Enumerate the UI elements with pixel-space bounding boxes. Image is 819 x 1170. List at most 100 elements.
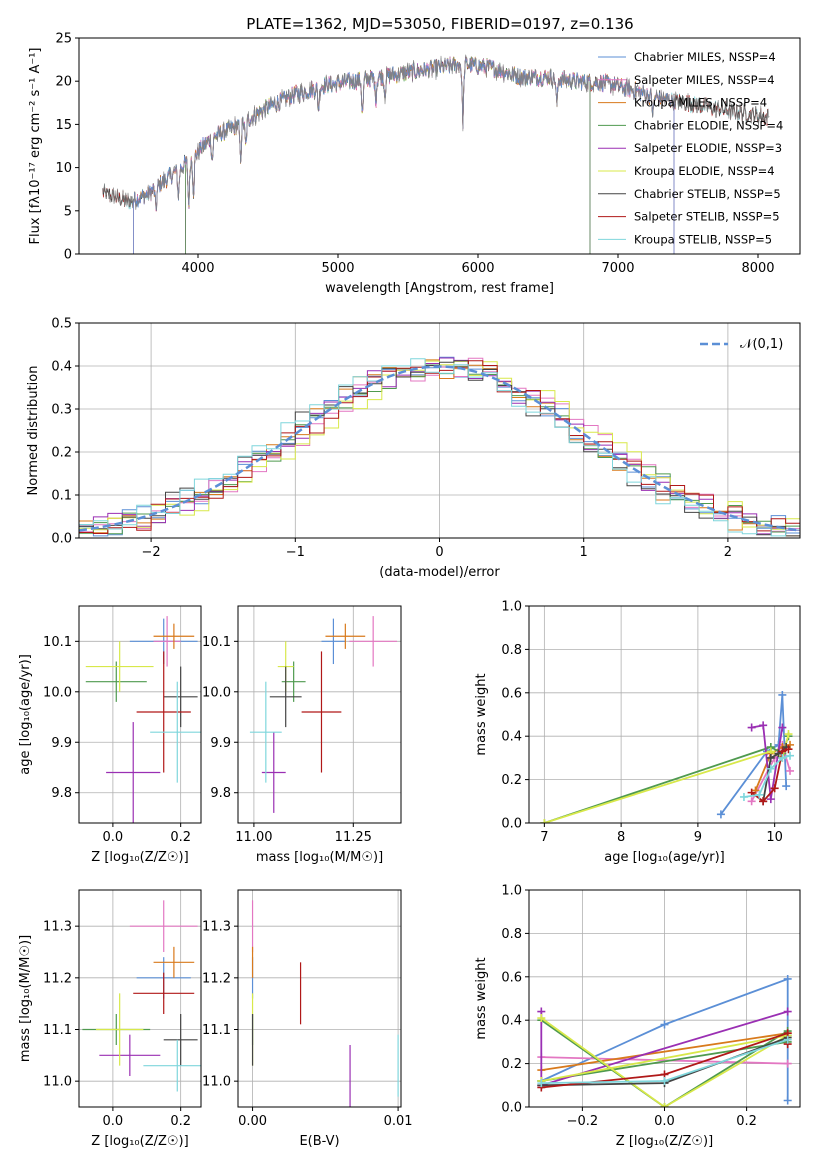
axes-frame	[237, 605, 402, 824]
legend-label: Salpeter STELIB, NSSP=5	[634, 210, 780, 224]
weight-marker	[766, 764, 775, 773]
weight-marker	[770, 784, 779, 793]
weight-marker	[783, 1035, 792, 1044]
y-axis-label: mass weight	[474, 673, 489, 755]
errorbar-point	[106, 722, 161, 823]
y-tick-label: 0.4	[51, 360, 72, 375]
weight-marker	[782, 782, 791, 791]
y-tick-label: 11.2	[202, 971, 231, 986]
y-tick-label: 11.2	[43, 971, 72, 986]
weight-marker	[747, 797, 756, 806]
errorbar-point	[153, 623, 195, 649]
y-tick-label: 0.0	[501, 1101, 522, 1116]
y-tick-label: 0.4	[501, 730, 522, 745]
weight-marker	[783, 974, 792, 983]
weight-marker	[786, 751, 795, 760]
plot-area	[537, 974, 792, 1107]
plot-area	[251, 900, 399, 1107]
weight-line	[541, 1056, 788, 1065]
x-tick-label: 11.00	[235, 830, 272, 845]
x-axis-label: mass [log₁₀(M/M☉)]	[256, 850, 383, 865]
y-tick-label: 11.1	[202, 1023, 231, 1038]
errorbar-point	[163, 666, 198, 728]
y-tick-label: 9.8	[210, 786, 231, 801]
legend-label: Kroupa ELODIE, NSSP=4	[634, 164, 775, 178]
weight-marker	[766, 795, 775, 804]
legend: 𝒩(0,1)	[700, 337, 783, 352]
legend-label: Chabrier MILES, NSSP=4	[634, 50, 776, 64]
x-tick-label: 0.2	[170, 830, 191, 845]
y-tick-label: 11.1	[43, 1023, 72, 1038]
errorbar-point	[163, 1014, 198, 1066]
x-tick-label: −1	[286, 545, 305, 560]
x-tick-label: 4000	[181, 261, 214, 276]
plot-area	[82, 900, 201, 1092]
y-tick-label: 0.2	[51, 446, 72, 461]
chart-mass-weight-vs-age: 7 8 9 10 0.0 0.2 0.4 0.6 0.8 1.0 age [log₁₀(age/yr…	[474, 600, 801, 865]
y-tick-label: 0.0	[501, 817, 522, 832]
weight-marker	[778, 690, 787, 699]
weight-marker	[747, 723, 756, 732]
legend-label: Kroupa MILES, NSSP=4	[634, 96, 767, 110]
model-spectrum-line	[185, 56, 591, 254]
y-tick-label: 0	[64, 248, 72, 263]
y-tick-label: 0.5	[51, 317, 72, 332]
errorbar-point	[143, 1039, 201, 1092]
y-tick-label: 11.3	[43, 920, 72, 935]
observed-spectrum-line	[102, 54, 770, 211]
chart-mass-vs-Z: 0.0 0.2 11.0 11.1 11.2 11.3 Z [log₁₀(Z/Z☉)] mas…	[18, 889, 202, 1149]
errorbar-point	[153, 616, 181, 667]
chart-mass-vs-EBV: 0.00 0.01 11.0 11.1 11.2 11.3 E(B-V)	[202, 889, 413, 1149]
weight-marker	[537, 1079, 546, 1088]
x-tick-label: −0.2	[567, 1114, 599, 1129]
errorbar-point	[133, 972, 195, 1014]
y-tick-label: 0.6	[501, 686, 522, 701]
y-tick-label: 0.2	[501, 773, 522, 788]
weight-marker	[739, 792, 748, 801]
y-tick-label: 9.9	[51, 736, 72, 751]
axes-frame	[237, 889, 402, 1108]
legend-label: Chabrier ELODIE, NSSP=4	[634, 118, 783, 132]
weight-marker	[784, 745, 793, 754]
errorbar-point	[153, 946, 195, 978]
y-tick-label: 0.0	[51, 532, 72, 547]
x-tick-label: 1	[580, 545, 588, 560]
weight-marker	[778, 723, 787, 732]
weight-marker	[537, 1014, 546, 1023]
x-tick-label: 0	[435, 545, 443, 560]
y-axis-label: Flux [fλ10⁻¹⁷ erg cm⁻² s⁻¹ A⁻¹]	[28, 48, 43, 245]
weight-marker	[660, 1103, 669, 1107]
y-axis-label: mass [log₁₀(M/M☉)]	[18, 935, 33, 1062]
y-axis-label: mass weight	[474, 957, 489, 1039]
y-tick-label: 0.8	[501, 927, 522, 942]
y-tick-label: 5	[64, 204, 72, 219]
y-tick-label: 15	[55, 118, 72, 133]
y-tick-label: 11.0	[43, 1075, 72, 1090]
axes-frame	[78, 889, 202, 1108]
x-tick-label: 2	[724, 545, 732, 560]
y-tick-label: 25	[55, 32, 72, 47]
errorbar-point	[150, 681, 201, 783]
x-axis-label: wavelength [Angstrom, rest frame]	[325, 281, 554, 296]
chart-mass-weight-vs-Z: −0.2 0.0 0.2 0.0 0.2 0.4 0.6 0.8 1.0 Z [log₁₀(Z/Z…	[474, 884, 801, 1149]
y-axis-label: age [log₁₀(age/yr)]	[18, 654, 33, 775]
chart-age-vs-mass: 11.00 11.25 9.8 9.9 10.0 10.1 mass [log₁₀(M/M☉…	[202, 605, 402, 865]
x-tick-label: 7000	[601, 261, 634, 276]
plot-area	[249, 616, 398, 813]
legend-label: Salpeter MILES, NSSP=4	[634, 73, 775, 87]
x-tick-label: −2	[142, 545, 161, 560]
legend-label: Chabrier STELIB, NSSP=5	[634, 187, 781, 201]
errorbar-point	[85, 641, 154, 692]
plot-area	[102, 54, 770, 254]
chart-spectrum: 4000 5000 6000 7000 8000 0 5 10 15 20 25 wavelength…	[28, 32, 801, 296]
y-tick-label: 9.9	[210, 736, 231, 751]
x-tick-label: 10	[766, 830, 783, 845]
weight-marker	[660, 1020, 669, 1029]
chart-age-vs-Z: 0.0 0.2 9.8 9.9 10.0 10.1 Z [log₁₀(Z/Z☉)] age […	[18, 605, 202, 865]
weight-marker	[540, 819, 549, 823]
weight-marker	[660, 1076, 669, 1085]
x-axis-label: Z [log₁₀(Z/Z☉)]	[91, 850, 188, 865]
y-tick-label: 9.8	[51, 786, 72, 801]
errorbar-point	[85, 661, 147, 702]
